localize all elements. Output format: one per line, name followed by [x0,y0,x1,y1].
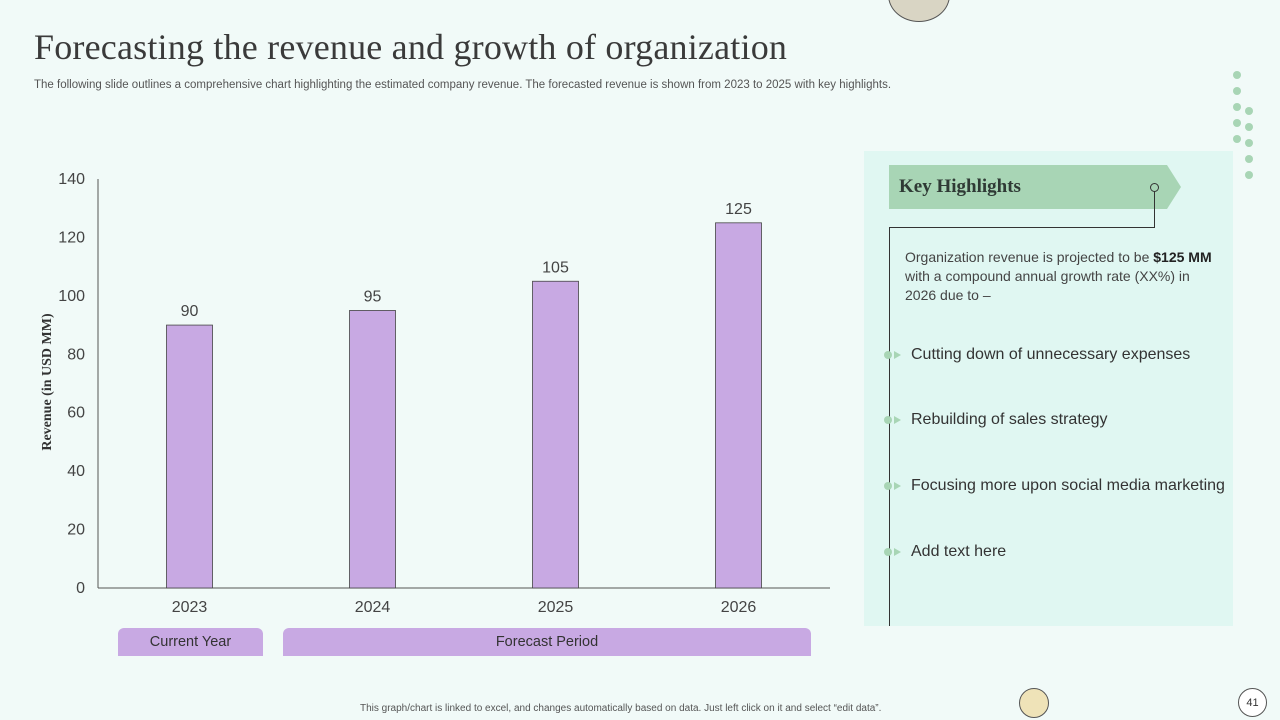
data-label: 125 [725,201,752,218]
bullet-arrow-icon [884,548,911,556]
forecast-period-band: Forecast Period [283,628,811,656]
highlight-item: Add text here [884,543,1006,561]
key-highlights-panel [864,151,1233,626]
page-subtitle: The following slide outlines a comprehen… [34,79,892,91]
page-title: Forecasting the revenue and growth of or… [34,27,788,67]
decorative-circle-bottom [1019,688,1049,718]
decorative-circle-top [888,0,950,22]
key-highlights-title: Key Highlights [899,176,1021,197]
bullet-arrow-icon [884,351,911,359]
y-tick-label: 140 [58,171,85,188]
y-axis-title: Revenue (in USD MM) [40,313,55,451]
y-tick-label: 20 [67,522,85,539]
highlight-item: Cutting down of unnecessary expenses [884,346,1190,364]
bar [349,310,396,589]
y-tick-label: 100 [58,288,85,305]
revenue-highlight: $125 MM [1153,249,1212,265]
y-tick-label: 0 [76,580,85,597]
data-label: 95 [364,288,382,305]
highlight-item: Focusing more upon social media marketin… [884,477,1225,495]
x-tick-label: 2026 [721,599,757,616]
footer-note: This graph/chart is linked to excel, and… [360,703,882,714]
timeline-line [889,227,891,626]
highlight-item: Rebuilding of sales strategy [884,411,1108,429]
revenue-bar-chart: 0 20 40 60 80 100 120 140 90 2023 95 2024 105 2025 125… [58,171,830,616]
highlights-intro: Organization revenue is projected to be … [905,249,1212,303]
page-number: 41 [1238,688,1267,717]
x-tick-label: 2025 [538,599,574,616]
bar [715,222,762,589]
current-year-band: Current Year [118,628,263,656]
connector-line [1154,191,1156,227]
x-tick-label: 2023 [172,599,208,616]
y-tick-label: 120 [58,229,85,246]
data-label: 105 [542,259,569,276]
key-highlights-banner [889,165,1181,209]
y-tick-label: 80 [67,346,85,363]
bullet-arrow-icon [884,416,911,424]
bullet-arrow-icon [884,482,911,490]
bar [166,324,213,589]
y-tick-label: 60 [67,405,85,422]
x-tick-label: 2024 [355,599,391,616]
data-label: 90 [181,303,199,320]
connector-line [889,227,1155,229]
y-tick-label: 40 [67,463,85,480]
bar [532,280,579,589]
